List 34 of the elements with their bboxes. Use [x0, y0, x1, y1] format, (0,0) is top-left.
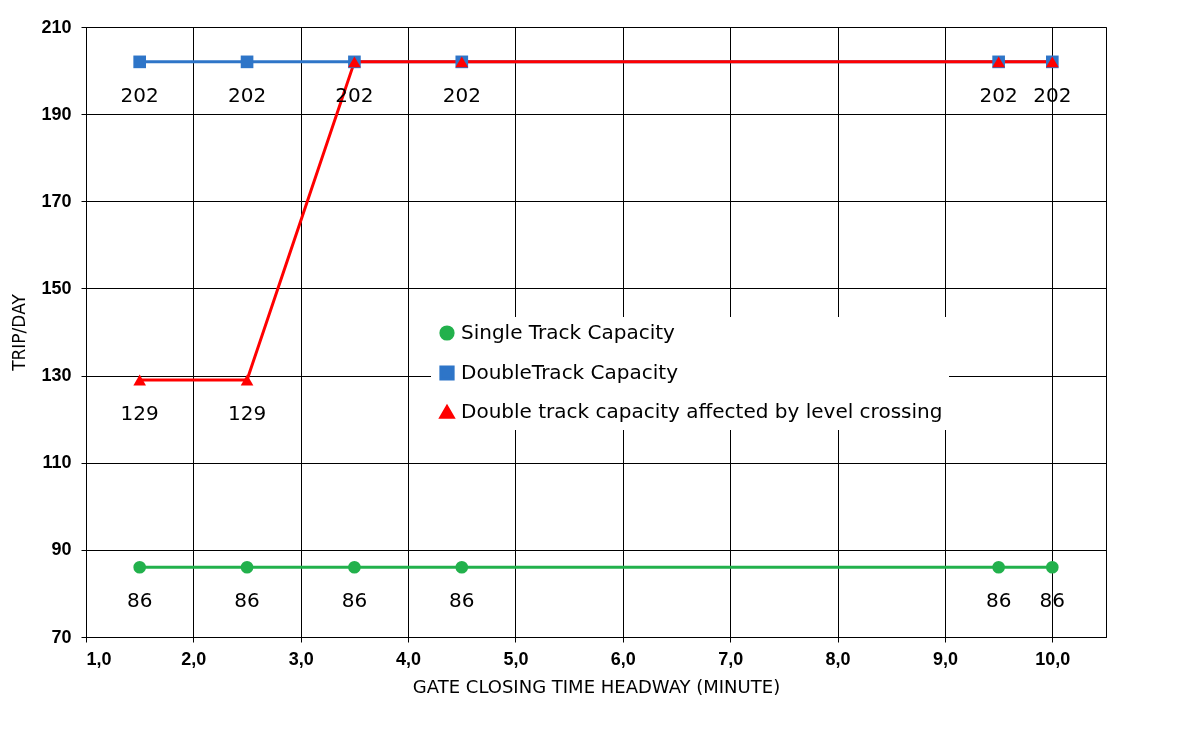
x-tick-label: 8,0	[825, 648, 851, 669]
x-tick-label: 10,0	[1035, 648, 1071, 669]
y-tick-label: 90	[51, 539, 72, 560]
y-tick-label: 150	[41, 277, 72, 298]
x-tick-label: 5,0	[503, 648, 529, 669]
data-label: 129	[120, 400, 159, 425]
y-tick-label: 210	[41, 16, 72, 37]
x-tick-label: 2,0	[181, 648, 207, 669]
data-label: 86	[234, 588, 260, 613]
legend-label: Double track capacity affected by level crossing	[461, 399, 943, 423]
data-label: 202	[120, 82, 159, 107]
x-tick-label: 4,0	[396, 648, 422, 669]
data-label: 86	[449, 588, 475, 613]
legend-label: Single Track Capacity	[461, 320, 676, 344]
x-tick-label: 1,0	[86, 648, 112, 669]
data-label: 86	[126, 588, 153, 613]
x-tick-label: 7,0	[718, 648, 744, 669]
y-axis-title: TRIP/DAY	[9, 293, 30, 372]
data-label: 202	[442, 82, 481, 107]
data-label: 86	[985, 588, 1012, 613]
x-tick-label: 3,0	[288, 648, 314, 669]
legend-label: DoubleTrack Capacity	[461, 360, 679, 384]
data-label: 202	[979, 82, 1018, 107]
y-tick-label: 130	[41, 365, 72, 386]
y-tick-label: 170	[41, 190, 72, 211]
y-tick-label: 190	[41, 103, 72, 124]
y-tick-label: 110	[42, 452, 72, 473]
data-label: 202	[227, 82, 267, 107]
x-tick-label: 6,0	[610, 648, 636, 669]
x-tick-label: 9,0	[932, 648, 958, 669]
y-tick-label: 70	[51, 626, 72, 647]
data-label: 86	[341, 588, 368, 613]
data-label: 129	[227, 400, 267, 425]
x-axis-title: GATE CLOSING TIME HEADWAY (MINUTE)	[412, 675, 781, 697]
